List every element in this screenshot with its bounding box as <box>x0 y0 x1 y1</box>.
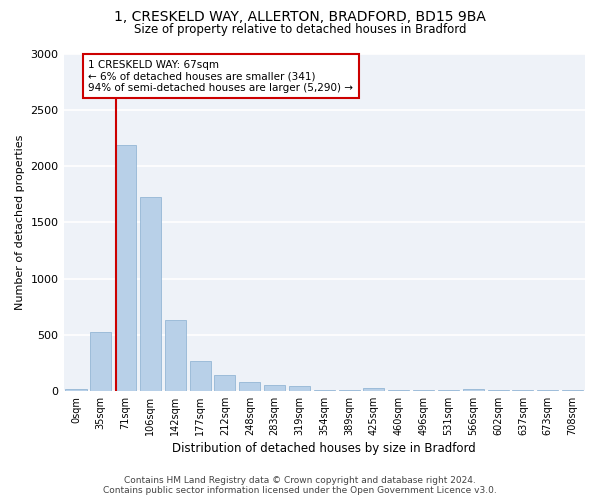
Bar <box>338 390 359 391</box>
Bar <box>140 196 161 391</box>
Bar <box>388 390 409 391</box>
Bar <box>65 388 86 391</box>
Bar <box>562 390 583 391</box>
Bar <box>537 390 559 391</box>
Bar <box>289 386 310 391</box>
Bar <box>413 390 434 391</box>
Text: Size of property relative to detached houses in Bradford: Size of property relative to detached ho… <box>134 22 466 36</box>
Bar <box>165 320 186 391</box>
Bar <box>438 390 459 391</box>
Bar <box>314 390 335 391</box>
Bar <box>214 375 235 391</box>
Bar <box>239 382 260 391</box>
Bar <box>488 390 509 391</box>
Bar <box>115 145 136 391</box>
Bar <box>190 360 211 391</box>
Text: 1 CRESKELD WAY: 67sqm
← 6% of detached houses are smaller (341)
94% of semi-deta: 1 CRESKELD WAY: 67sqm ← 6% of detached h… <box>88 60 353 93</box>
Y-axis label: Number of detached properties: Number of detached properties <box>15 134 25 310</box>
Bar <box>512 390 533 391</box>
Text: Contains HM Land Registry data © Crown copyright and database right 2024.
Contai: Contains HM Land Registry data © Crown c… <box>103 476 497 495</box>
Bar <box>90 332 112 391</box>
Bar <box>364 388 385 391</box>
Bar <box>463 388 484 391</box>
X-axis label: Distribution of detached houses by size in Bradford: Distribution of detached houses by size … <box>172 442 476 455</box>
Text: 1, CRESKELD WAY, ALLERTON, BRADFORD, BD15 9BA: 1, CRESKELD WAY, ALLERTON, BRADFORD, BD1… <box>114 10 486 24</box>
Bar <box>264 385 285 391</box>
